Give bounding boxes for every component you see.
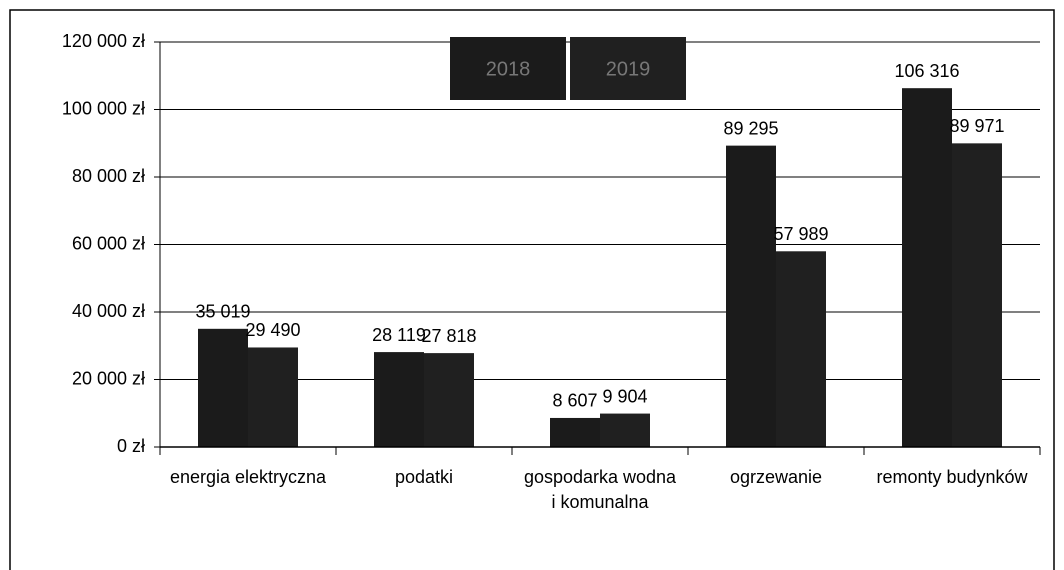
bar: [424, 353, 474, 447]
bar: [726, 145, 776, 447]
bar: [198, 328, 248, 447]
y-tick-label: 20 000 zł: [72, 368, 145, 388]
legend-swatch: [450, 37, 566, 100]
bar: [248, 347, 298, 447]
data-label: 29 490: [245, 320, 300, 340]
data-label: 9 904: [602, 386, 647, 406]
data-label: 28 119: [372, 325, 426, 345]
y-tick-label: 40 000 zł: [72, 301, 145, 321]
y-tick-label: 120 000 zł: [62, 31, 145, 51]
y-tick-label: 80 000 zł: [72, 166, 145, 186]
bar: [952, 143, 1002, 447]
data-label: 106 316: [894, 61, 959, 81]
y-tick-label: 100 000 zł: [62, 98, 145, 118]
data-label: 35 019: [195, 302, 250, 322]
x-tick-label: gospodarka wodna i komunalna: [523, 467, 677, 512]
x-tick-label: podatki: [394, 467, 454, 487]
y-tick-label: 60 000 zł: [72, 233, 145, 253]
bar: [600, 413, 650, 447]
legend-label: 2019: [606, 58, 651, 80]
data-label: 57 989: [773, 224, 828, 244]
chart-frame: [9, 9, 1055, 570]
y-tick-label: 0 zł: [117, 436, 145, 456]
x-tick-label: energia elektryczna: [169, 467, 327, 487]
x-tick-label: ogrzewanie: [729, 467, 823, 487]
data-label: 89 295: [723, 118, 778, 138]
x-tick-label: remonty budynków: [876, 467, 1028, 487]
bar: [550, 417, 600, 447]
data-label: 8 607: [552, 391, 597, 411]
bar: [374, 352, 424, 447]
data-label: 27 818: [421, 326, 476, 346]
legend-label: 2018: [486, 58, 531, 80]
legend-swatch: [570, 37, 686, 100]
data-label: 89 971: [949, 116, 1004, 136]
bar: [902, 88, 952, 447]
bar: [776, 251, 826, 447]
